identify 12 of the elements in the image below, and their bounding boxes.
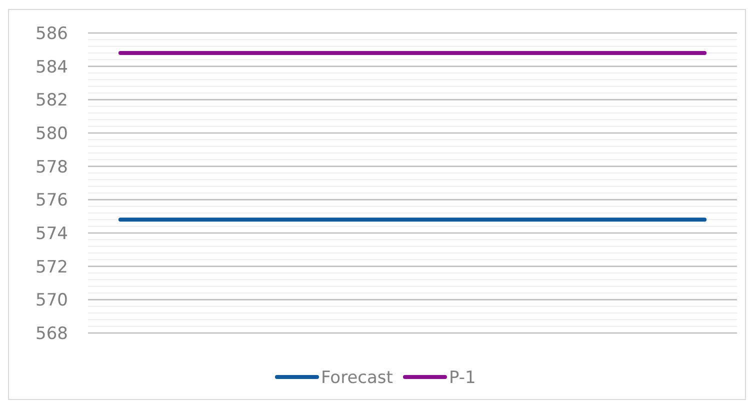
y-tick-label: 570 bbox=[36, 290, 68, 311]
y-tick-label: 578 bbox=[36, 157, 68, 178]
y-tick-label: 586 bbox=[36, 24, 68, 44]
legend-label: P-1 bbox=[449, 368, 476, 388]
y-tick-label: 574 bbox=[36, 224, 68, 244]
y-tick-label: 568 bbox=[36, 324, 68, 344]
y-tick-label: 580 bbox=[36, 124, 68, 144]
y-tick-label: 584 bbox=[36, 57, 68, 78]
y-tick-label: 576 bbox=[36, 190, 68, 211]
legend-label: Forecast bbox=[321, 368, 394, 388]
y-tick-label: 572 bbox=[36, 257, 68, 278]
y-tick-label: 582 bbox=[36, 90, 68, 111]
